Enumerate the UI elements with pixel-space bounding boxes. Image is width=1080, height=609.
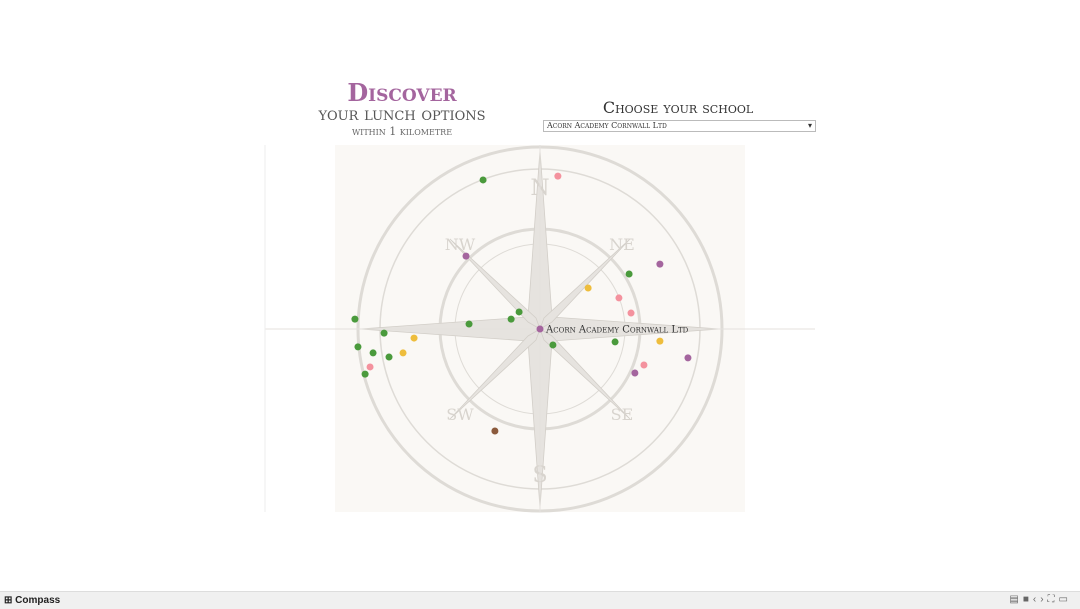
lunch-option-point [627,309,635,317]
sheet-tab-label: Compass [15,595,61,606]
note: within 1 kilometre [351,125,453,138]
lunch-option-point [354,343,362,351]
lunch-option-point [625,270,633,278]
title: Discover [347,78,457,107]
lunch-option-point [640,361,648,369]
lunch-option-point [361,370,369,378]
lunch-option-point [385,353,393,361]
lunch-option-point [380,329,388,337]
svg-text:SE: SE [611,405,634,424]
sheet-tab[interactable]: ⊞ Compass [4,595,61,606]
school-label: Acorn Academy Cornwall Ltd [545,325,689,336]
lunch-option-point [515,308,523,316]
svg-text:NW: NW [445,235,476,254]
lunch-option-point [479,176,487,184]
svg-text:NE: NE [609,235,635,254]
lunch-option-point [462,252,470,260]
lunch-option-point [554,172,562,180]
lunch-option-point [684,354,692,362]
compass-chart: NS NW NE SW SE Acorn Academy Cornwall Ltd [264,145,815,513]
subtitle: your lunch options [318,104,486,125]
toolbar-icons[interactable]: ▤■‹›⛶▭ [1009,594,1072,605]
lunch-option-point [507,315,515,323]
tab-bar: ⊞ Compass ▤■‹›⛶▭ [0,591,1080,609]
lunch-option-point [366,363,374,371]
lunch-option-point [631,369,639,377]
lunch-option-point [611,338,619,346]
lunch-option-point [656,260,664,268]
compass-letters: NS NW NE SW SE [445,176,635,488]
lunch-option-point [351,315,359,323]
lunch-option-point [656,337,664,345]
school-point [536,325,544,333]
school-dropdown[interactable]: Acorn Academy Cornwall Ltd [543,120,816,132]
lunch-option-point [399,349,407,357]
lunch-option-point [410,334,418,342]
lunch-option-point [465,320,473,328]
lunch-option-point [549,341,557,349]
selector-label: Choose your school [602,98,754,117]
lunch-option-point [615,294,623,302]
lunch-option-point [369,349,377,357]
lunch-option-point [584,284,592,292]
lunch-option-point [491,427,499,435]
svg-text:SW: SW [446,405,474,424]
